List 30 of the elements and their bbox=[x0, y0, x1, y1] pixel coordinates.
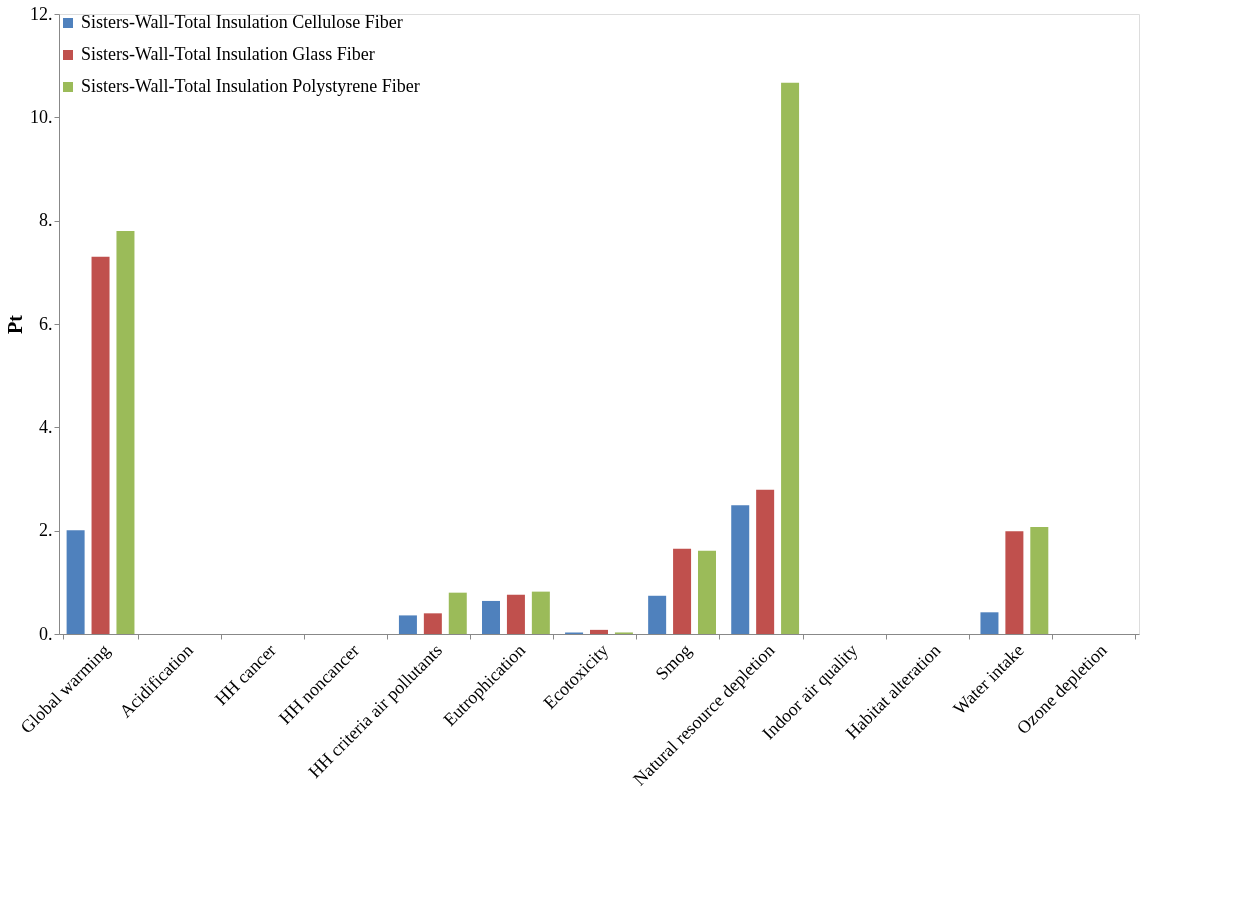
bar bbox=[1005, 531, 1024, 634]
y-tick-label: 2. bbox=[39, 520, 53, 541]
bar bbox=[648, 595, 667, 634]
bar bbox=[482, 600, 500, 634]
bar bbox=[91, 256, 110, 634]
bar bbox=[1030, 527, 1049, 634]
bar bbox=[590, 629, 608, 634]
y-tick-label: 6. bbox=[39, 313, 53, 334]
bar bbox=[731, 505, 750, 634]
bar bbox=[398, 615, 417, 634]
bar bbox=[506, 594, 525, 634]
y-tick-label: 8. bbox=[39, 210, 53, 231]
legend-label: Sisters-Wall-Total Insulation Glass Fiber bbox=[81, 44, 375, 64]
bar bbox=[448, 592, 467, 634]
bar bbox=[756, 489, 775, 634]
bar bbox=[698, 550, 716, 634]
bar bbox=[531, 591, 550, 634]
legend-label: Sisters-Wall-Total Insulation Cellulose Fiber bbox=[81, 12, 403, 32]
legend-label: Sisters-Wall-Total Insulation Polystyrene Fiber bbox=[81, 76, 420, 96]
bar bbox=[423, 613, 442, 634]
y-axis-title: Pt bbox=[4, 314, 26, 334]
y-tick-label: 4. bbox=[39, 416, 53, 437]
bar bbox=[116, 231, 135, 634]
bar bbox=[980, 612, 999, 634]
bar bbox=[673, 548, 692, 634]
y-tick-label: 0. bbox=[39, 623, 53, 644]
bar bbox=[66, 530, 85, 634]
y-tick-label: 10. bbox=[30, 106, 53, 127]
bar bbox=[781, 82, 800, 634]
y-tick-label: 12. bbox=[30, 3, 53, 24]
